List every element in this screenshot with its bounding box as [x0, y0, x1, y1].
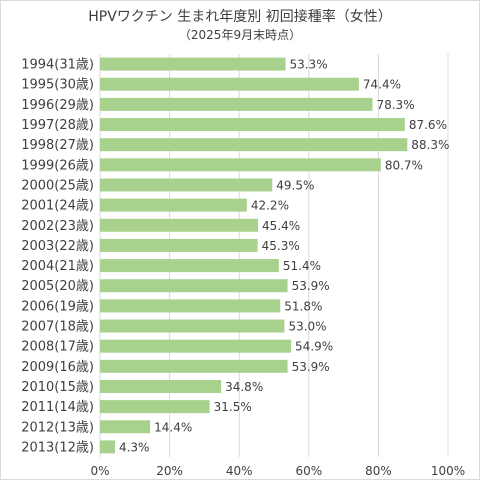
bar — [100, 138, 408, 152]
data-label: 87.6% — [409, 118, 447, 132]
bars — [100, 57, 408, 454]
category-label: 2013(12歳) — [21, 440, 94, 455]
category-label: 2011(14歳) — [21, 400, 94, 415]
bar — [100, 420, 151, 434]
gridlines — [99, 54, 449, 457]
x-tick-label: 100% — [431, 464, 465, 478]
category-label: 2004(21歳) — [21, 259, 94, 274]
data-label: 45.3% — [262, 239, 300, 253]
data-label: 31.5% — [214, 400, 252, 414]
bar — [100, 339, 292, 353]
data-label: 54.9% — [295, 340, 333, 354]
category-label: 2003(22歳) — [21, 239, 94, 254]
data-label: 53.9% — [292, 360, 330, 374]
data-label: 34.8% — [225, 380, 263, 394]
x-tick-label: 80% — [365, 464, 392, 478]
labels: 0% 20% 40% 60% 80% 100% 1994(31歳) 53.3% 1995(30歳… — [21, 58, 465, 478]
category-label: 1999(26歳) — [21, 158, 94, 173]
data-label: 53.3% — [289, 58, 327, 72]
category-label: 2000(25歳) — [21, 178, 94, 193]
data-label: 42.2% — [251, 199, 289, 213]
bar — [100, 57, 286, 71]
data-label: 78.3% — [376, 98, 414, 112]
category-label: 1994(31歳) — [21, 58, 94, 73]
data-label: 4.3% — [119, 440, 149, 454]
data-label: 45.4% — [262, 219, 300, 233]
data-label: 14.4% — [154, 420, 192, 434]
chart-subtitle: （2025年9月末時点） — [178, 28, 302, 42]
bar — [100, 218, 258, 232]
category-label: 2001(24歳) — [21, 199, 94, 214]
bar — [100, 198, 247, 212]
data-label: 74.4% — [363, 78, 401, 92]
category-label: 1998(27歳) — [21, 138, 94, 153]
bar — [100, 440, 115, 454]
bar — [100, 97, 373, 111]
bar — [100, 118, 405, 132]
category-label: 2008(17歳) — [21, 340, 94, 355]
bar — [100, 400, 210, 414]
data-label: 53.9% — [292, 279, 330, 293]
bar — [100, 178, 273, 192]
bar — [100, 259, 279, 273]
bar — [100, 77, 359, 91]
category-label: 2010(15歳) — [21, 380, 94, 395]
data-label: 51.4% — [283, 259, 321, 273]
category-label: 2002(23歳) — [21, 219, 94, 234]
category-label: 1997(28歳) — [21, 118, 94, 133]
bar — [100, 299, 281, 313]
chart-title: HPVワクチン 生まれ年度別 初回接種率（女性） — [88, 9, 392, 25]
data-label: 49.5% — [276, 178, 314, 192]
data-label: 88.3% — [411, 138, 449, 152]
data-label: 53.0% — [288, 320, 326, 334]
bar — [100, 158, 381, 172]
category-label: 1996(29歳) — [21, 98, 94, 113]
x-tick-label: 40% — [226, 464, 253, 478]
bar — [100, 319, 285, 333]
category-label: 2006(19歳) — [21, 299, 94, 314]
bar — [100, 359, 288, 373]
data-label: 51.8% — [284, 299, 322, 313]
category-label: 2009(16歳) — [21, 360, 94, 375]
bar — [100, 238, 258, 252]
x-tick-label: 60% — [295, 464, 322, 478]
bar — [100, 379, 222, 393]
category-label: 2005(20歳) — [21, 279, 94, 294]
data-label: 80.7% — [385, 158, 423, 172]
category-label: 1995(30歳) — [21, 78, 94, 93]
x-tick-label: 0% — [90, 464, 109, 478]
bar — [100, 279, 288, 293]
category-label: 2012(13歳) — [21, 420, 94, 435]
x-tick-label: 20% — [156, 464, 183, 478]
category-label: 2007(18歳) — [21, 320, 94, 335]
